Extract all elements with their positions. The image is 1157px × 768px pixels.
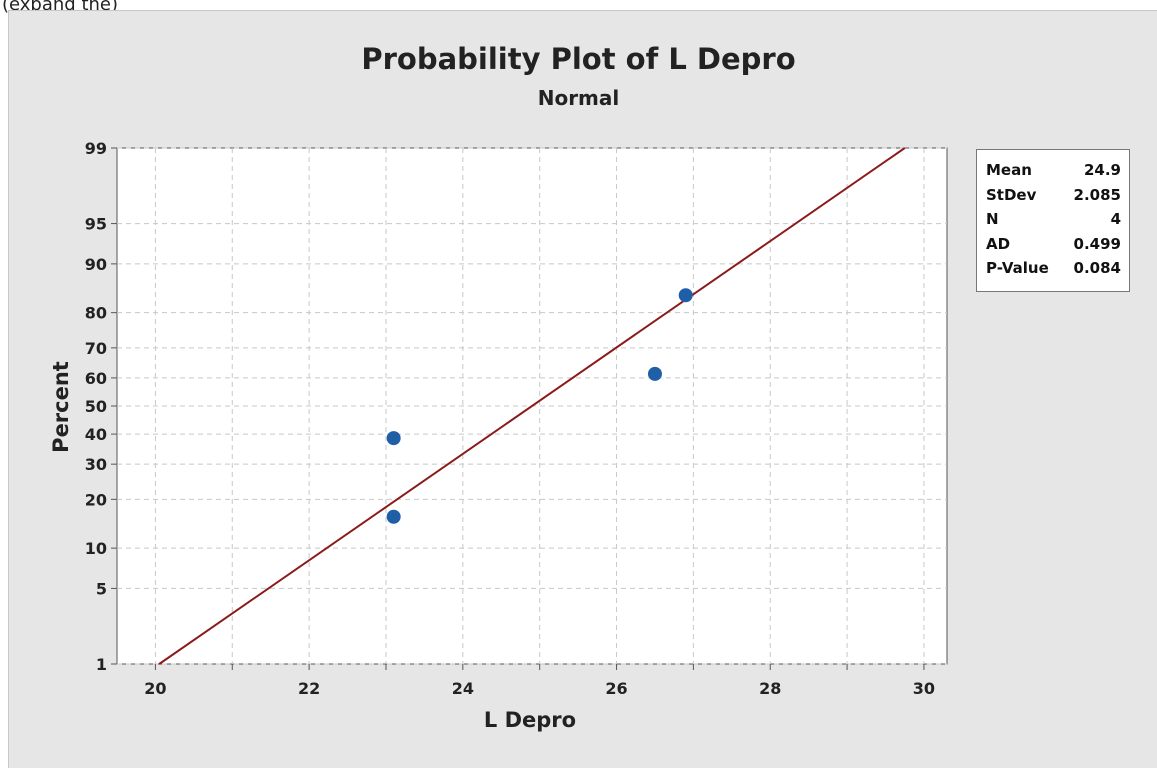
stat-label: N — [986, 210, 999, 228]
x-tick-label: 24 — [452, 679, 474, 698]
y-tick-label: 70 — [85, 339, 107, 358]
y-tick-label: 20 — [85, 490, 107, 509]
stat-label: P-Value — [986, 259, 1049, 277]
y-tick-label: 60 — [85, 369, 107, 388]
data-point — [678, 288, 693, 303]
stat-value: 0.084 — [1073, 259, 1121, 277]
chart-subtitle: Normal — [537, 86, 620, 110]
y-tick-label: 40 — [85, 425, 107, 444]
x-tick-label: 20 — [144, 679, 166, 698]
y-tick-label: 95 — [85, 215, 107, 234]
data-point — [386, 509, 401, 524]
stat-row-n: N 4 — [986, 207, 1121, 232]
stat-label: Mean — [986, 161, 1032, 179]
y-tick-label: 30 — [85, 455, 107, 474]
chart-title: Probability Plot of L Depro — [361, 42, 796, 76]
y-axis-label: Percent — [49, 361, 73, 453]
y-tick-label: 90 — [85, 255, 107, 274]
y-tick-label: 10 — [85, 539, 107, 558]
stats-legend: Mean 24.9 StDev 2.085 N 4 AD 0.499 P-Val… — [976, 149, 1130, 292]
stat-row-mean: Mean 24.9 — [986, 158, 1121, 183]
y-tick-label: 1 — [96, 655, 107, 674]
stat-value: 0.499 — [1073, 234, 1121, 253]
stat-value: 24.9 — [1083, 161, 1121, 179]
stat-label: AD — [986, 234, 1011, 253]
y-tick-label: 50 — [85, 397, 107, 416]
x-tick-label: 26 — [605, 679, 627, 698]
x-tick-label: 28 — [759, 679, 781, 698]
stat-value: 4 — [1110, 210, 1121, 228]
stat-value: 2.085 — [1073, 185, 1121, 204]
data-point — [386, 431, 401, 446]
x-tick-label: 22 — [298, 679, 320, 698]
fit-line — [158, 147, 906, 665]
x-axis-label: L Depro — [484, 708, 576, 732]
stat-row-ad: AD 0.499 — [986, 232, 1121, 257]
y-tick-label: 5 — [96, 579, 107, 598]
data-point — [647, 366, 662, 381]
stat-row-stdev: StDev 2.085 — [986, 183, 1121, 208]
y-tick-label: 99 — [85, 139, 107, 158]
y-tick-label: 80 — [85, 304, 107, 323]
stat-label: StDev — [986, 185, 1037, 204]
stat-row-pvalue: P-Value 0.084 — [986, 256, 1121, 281]
x-tick-label: 30 — [913, 679, 935, 698]
